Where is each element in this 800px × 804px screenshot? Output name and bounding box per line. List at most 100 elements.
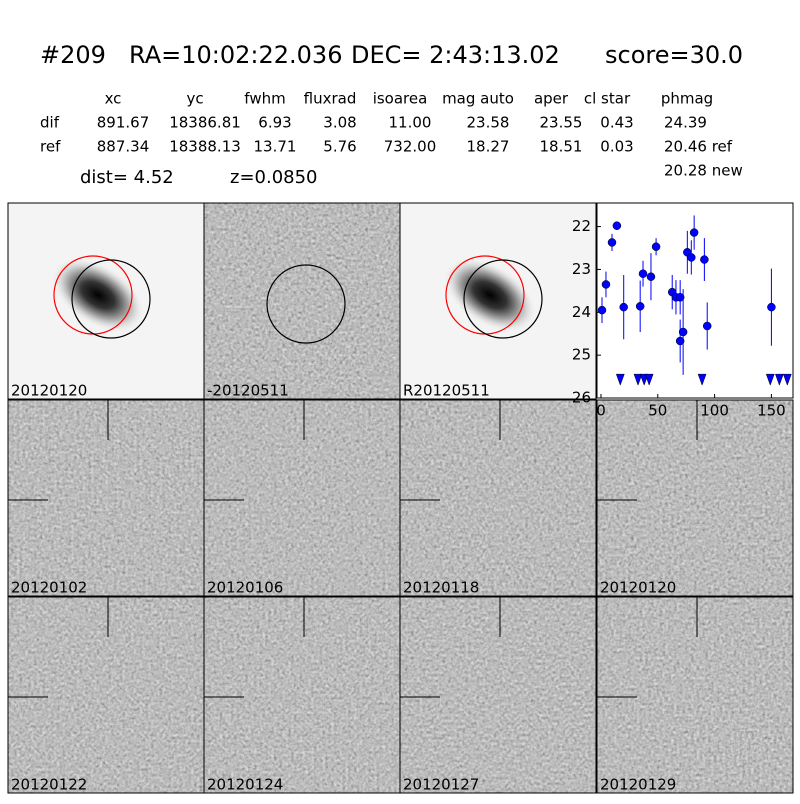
panel-label: 20120122 <box>11 776 87 794</box>
x-tick-label: 150 <box>757 402 786 420</box>
phmag-new: 20.28 new <box>664 162 743 180</box>
point <box>597 305 607 315</box>
upper-limit <box>765 373 775 386</box>
point <box>601 280 611 289</box>
table-cell: 24.39 <box>664 114 707 132</box>
y-tick-label: 22 <box>572 217 591 235</box>
noise <box>204 203 400 399</box>
panel-label: -20120511 <box>207 382 289 400</box>
noise <box>597 597 793 793</box>
table-cell: 732.00 <box>384 138 437 156</box>
image-panel <box>8 400 204 596</box>
panel-frame <box>596 399 794 597</box>
upper-limit <box>697 373 707 386</box>
image-panel <box>597 597 793 793</box>
point <box>619 302 628 312</box>
image-panel <box>8 203 204 399</box>
column-header: phmag <box>661 90 713 108</box>
upper-limit <box>633 373 643 386</box>
panel-frame <box>399 596 597 794</box>
table-cell: 11.00 <box>389 114 432 132</box>
point <box>689 228 699 237</box>
score: score=30.0 <box>605 41 743 69</box>
panel-label: 20120124 <box>207 776 283 794</box>
table-cell: 23.58 <box>467 114 510 132</box>
det-circle <box>71 259 151 339</box>
table-cell: 6.93 <box>258 114 291 132</box>
column-header: xc <box>105 90 122 108</box>
x-tick-label: 0 <box>596 402 606 420</box>
panel-frame <box>399 399 597 597</box>
image-panel <box>597 400 793 596</box>
x-tick-label: 50 <box>648 402 667 420</box>
panel-frame <box>399 202 597 400</box>
panel-label: 20120106 <box>207 579 283 597</box>
image-panel <box>204 400 400 596</box>
noise <box>204 400 400 596</box>
row-label: dif <box>40 114 60 132</box>
column-header: mag auto <box>442 90 514 108</box>
table-cell: 891.67 <box>97 114 150 132</box>
image-panel <box>400 597 596 793</box>
table-cell: 18.51 <box>540 138 583 156</box>
table-cell: 13.71 <box>254 138 297 156</box>
upper-limit <box>615 373 625 386</box>
panel-label: R20120511 <box>403 382 490 400</box>
panel-label: 20120118 <box>403 579 479 597</box>
image-panel <box>400 400 596 596</box>
point <box>638 269 648 278</box>
row-label: ref <box>40 138 61 156</box>
column-header: cl star <box>584 90 631 108</box>
y-tick-label: 23 <box>572 260 591 278</box>
image-panel <box>204 203 400 399</box>
point <box>702 321 712 331</box>
table-cell: 18388.13 <box>169 138 241 156</box>
table-cell: 20.46 ref <box>664 138 733 156</box>
upper-limit <box>782 373 792 386</box>
image-panel <box>400 203 596 399</box>
det-circle <box>463 259 543 339</box>
point <box>635 302 645 311</box>
table-cell: 5.76 <box>323 138 356 156</box>
panel-label: 20120127 <box>403 776 479 794</box>
table-cell: 3.08 <box>323 114 356 132</box>
table-cell: 0.03 <box>600 138 633 156</box>
upper-limit <box>775 373 784 386</box>
point <box>767 302 776 312</box>
noise <box>8 597 204 793</box>
table-cell: 23.55 <box>540 114 583 132</box>
upper-limit <box>644 373 654 386</box>
panel-label: 20120120 <box>600 579 676 597</box>
table-cell: 887.34 <box>97 138 150 156</box>
det-circle <box>266 264 346 344</box>
panel-label: 20120120 <box>11 382 87 400</box>
point <box>675 336 685 346</box>
ra: RA=10:02:22.036 <box>129 41 342 69</box>
table-cell: 18.27 <box>467 138 510 156</box>
table-cell: 18386.81 <box>169 114 241 132</box>
y-tick-label: 24 <box>572 303 591 321</box>
dist: dist= 4.52 <box>80 167 174 188</box>
cand-id: #209 <box>40 41 106 69</box>
table-cell: 0.43 <box>600 114 633 132</box>
x-tick-label: 100 <box>700 402 729 420</box>
point <box>700 255 709 264</box>
image-panel <box>8 597 204 793</box>
y-tick-label: 26 <box>572 389 591 407</box>
image-panel <box>204 597 400 793</box>
noise <box>204 597 400 793</box>
column-header: aper <box>534 90 569 108</box>
redshift: z=0.0850 <box>230 167 318 188</box>
point <box>687 253 696 262</box>
point <box>607 238 617 247</box>
dec: DEC= 2:43:13.02 <box>351 41 560 69</box>
panel-label: 20120129 <box>600 776 676 794</box>
column-header: fluxrad <box>304 90 357 108</box>
point <box>678 327 688 337</box>
panel-frame <box>596 596 794 794</box>
noise <box>8 400 204 596</box>
panel-label: 20120102 <box>11 579 87 597</box>
point <box>612 221 622 230</box>
